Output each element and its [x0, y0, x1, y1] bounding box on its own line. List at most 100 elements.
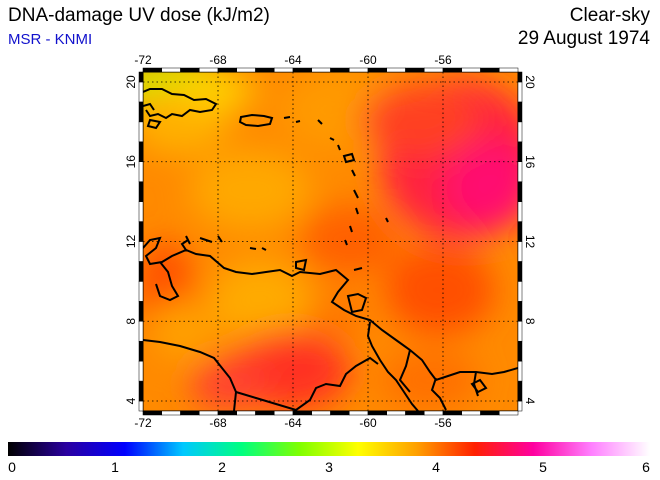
frame-segment [386, 67, 406, 73]
frame-segment [138, 81, 144, 103]
lat-label-right: 4 [523, 398, 537, 405]
lat-label-left: 12 [124, 235, 138, 249]
coastline-puerto-rico [238, 113, 274, 128]
frame-segment [424, 410, 444, 416]
frame-segment [517, 121, 523, 143]
border-colombia-venezuela [143, 339, 238, 411]
frame-segment [199, 410, 219, 416]
frame-segment [517, 281, 523, 302]
frame-segment [517, 321, 523, 342]
frame-segment [424, 67, 444, 73]
colorbar-tick-label: 3 [325, 459, 333, 475]
frame-segment [138, 201, 144, 222]
frame-segment [138, 121, 144, 143]
island-st-lucia [355, 207, 359, 215]
frame-segment [517, 101, 523, 123]
island-martinique [353, 189, 359, 199]
lat-label-left: 16 [124, 155, 138, 169]
map-frame-border [138, 67, 523, 416]
colorbar-tick-label: 1 [111, 459, 119, 475]
island-st-vincent [349, 225, 353, 233]
frame-segment [517, 380, 523, 402]
frame-segment [138, 261, 144, 282]
coastline-hispaniola-south [143, 102, 155, 111]
lon-label-bottom: -64 [284, 416, 302, 430]
frame-segment [138, 400, 144, 412]
lon-label-bottom: -72 [134, 416, 152, 430]
frame-segment [330, 410, 350, 416]
border-venezuela-guyana [366, 321, 419, 411]
frame-segment [517, 81, 523, 103]
island-dominica [351, 169, 356, 177]
islet-virgin-islands [283, 116, 301, 123]
colorbar-tick-label: 5 [539, 459, 547, 475]
frame-segment [292, 410, 312, 416]
frame-segment [349, 67, 369, 73]
colorbar-tick-label: 6 [642, 459, 650, 475]
frame-segment [480, 67, 500, 73]
frame-segment [517, 261, 523, 282]
frame-segment [461, 410, 481, 416]
frame-segment [161, 67, 181, 73]
lat-label-right: 16 [523, 155, 537, 169]
frame-segment [499, 67, 519, 73]
island-barbados [385, 217, 389, 223]
island-trinidad [346, 292, 368, 314]
frame-segment [142, 410, 162, 416]
border-suriname-guiana [430, 377, 447, 411]
lon-label-top: -64 [284, 53, 302, 67]
frame-segment [499, 410, 519, 416]
map-title: DNA-damage UV dose (kJ/m2) [8, 5, 270, 26]
island-tobago [353, 267, 363, 271]
island-curacao [199, 237, 213, 243]
frame-segment [138, 301, 144, 322]
frame-segment [517, 301, 523, 322]
lat-label-right: 12 [523, 235, 537, 249]
frame-segment [255, 410, 275, 416]
lon-label-top: -68 [209, 53, 227, 67]
frame-segment [138, 281, 144, 302]
source-label: MSR - KNMI [8, 31, 93, 48]
coastline-maracaibo [155, 261, 180, 302]
coastline-hispaniola [143, 88, 218, 120]
lon-label-top: -72 [134, 53, 152, 67]
frame-segment [217, 67, 237, 73]
frame-segment [480, 410, 500, 416]
lon-label-bottom: -68 [209, 416, 227, 430]
frame-segment [274, 67, 294, 73]
frame-segment [517, 201, 523, 222]
frame-segment [517, 241, 523, 262]
frame-segment [180, 410, 200, 416]
frame-segment [138, 101, 144, 123]
lat-label-left: 20 [124, 75, 138, 89]
frame-segment [138, 181, 144, 202]
island-margarita [295, 258, 308, 272]
frame-segment [274, 410, 294, 416]
frame-segment [138, 380, 144, 402]
frame-segment [517, 340, 523, 362]
uv-field [143, 72, 518, 411]
frame-segment [517, 221, 523, 242]
lat-label-right: 8 [523, 318, 537, 325]
date-label: 29 August 1974 [517, 28, 650, 49]
island-antilles-3 [337, 144, 341, 151]
frame-segment [311, 67, 331, 73]
frame-segment [138, 71, 144, 83]
frame-segment [367, 67, 387, 73]
lon-label-top: -56 [434, 53, 452, 67]
frame-segment [292, 67, 312, 73]
frame-segment [517, 181, 523, 202]
frame-segment [349, 410, 369, 416]
frame-segment [161, 410, 181, 416]
colorbar [8, 442, 650, 456]
colorbar-tick-label: 4 [432, 459, 440, 475]
frame-segment [517, 400, 523, 412]
frame-segment [442, 67, 462, 73]
frame-segment [236, 67, 256, 73]
frame-segment [138, 221, 144, 242]
frame-segment [138, 241, 144, 262]
frame-segment [138, 340, 144, 362]
islet-los-roques [249, 247, 267, 251]
lon-label-bottom: -60 [359, 416, 377, 430]
frame-segment [199, 67, 219, 73]
